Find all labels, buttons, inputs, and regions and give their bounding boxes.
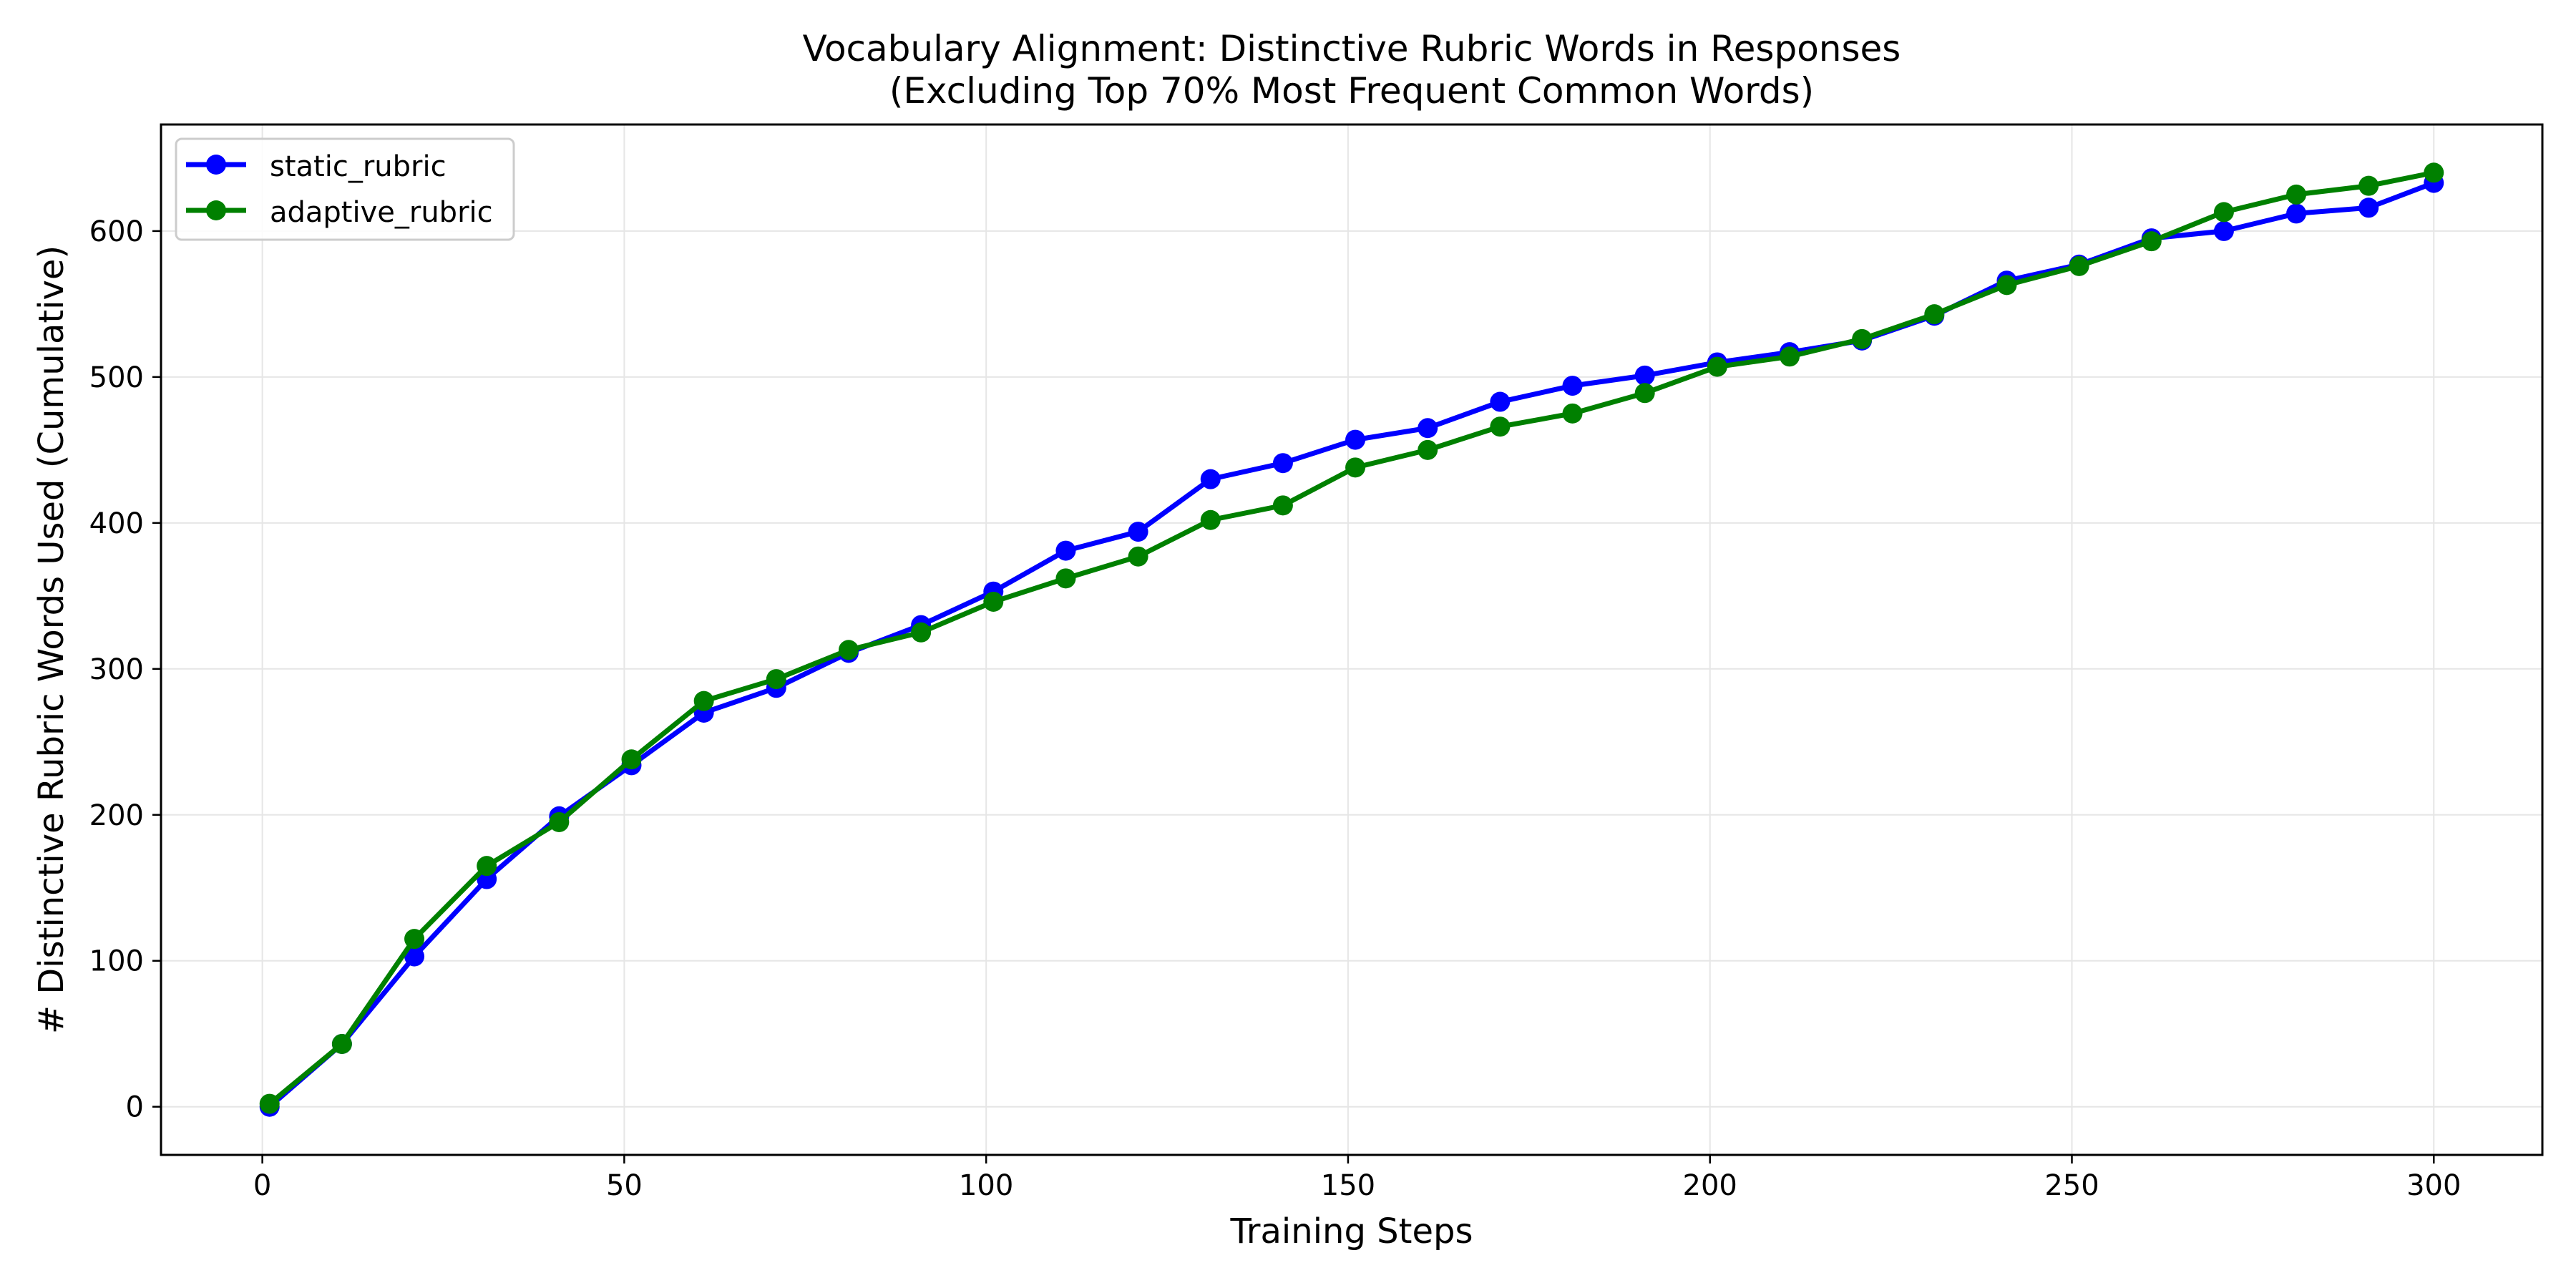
data-point-adaptive-rubric xyxy=(2424,162,2444,183)
y-tick-label: 300 xyxy=(89,653,144,686)
series-adaptive-rubric xyxy=(259,162,2444,1114)
data-point-static-rubric xyxy=(1634,365,1655,386)
data-point-static-rubric xyxy=(1128,522,1148,542)
data-point-adaptive-rubric xyxy=(1562,403,1583,424)
data-point-static-rubric xyxy=(1490,391,1511,412)
y-axis-label: # Distinctive Rubric Words Used (Cumulat… xyxy=(31,245,72,1034)
chart-title: Vocabulary Alignment: Distinctive Rubric… xyxy=(803,28,1901,69)
x-tick-label: 0 xyxy=(253,1169,271,1202)
legend-label-adaptive-rubric: adaptive_rubric xyxy=(270,196,493,229)
legend: static_rubric adaptive_rubric xyxy=(175,137,515,241)
legend-marker-adaptive-rubric xyxy=(206,200,226,220)
x-tick-label: 300 xyxy=(2406,1169,2461,1202)
data-point-adaptive-rubric xyxy=(549,811,570,832)
data-point-static-rubric xyxy=(2358,197,2379,218)
data-point-adaptive-rubric xyxy=(838,640,859,660)
grid-lines xyxy=(161,125,2542,1155)
y-tick-label: 500 xyxy=(89,361,144,394)
data-point-adaptive-rubric xyxy=(2286,184,2307,205)
x-tick-label: 200 xyxy=(1683,1169,1737,1202)
data-point-adaptive-rubric xyxy=(2213,202,2234,223)
x-tick-label: 150 xyxy=(1321,1169,1375,1202)
data-point-adaptive-rubric xyxy=(1996,275,2017,296)
data-point-static-rubric xyxy=(1055,540,1076,561)
data-point-adaptive-rubric xyxy=(331,1033,352,1054)
data-point-adaptive-rubric xyxy=(404,929,425,950)
data-point-adaptive-rubric xyxy=(693,691,714,711)
data-point-adaptive-rubric xyxy=(621,749,642,770)
data-point-adaptive-rubric xyxy=(477,856,497,877)
data-point-adaptive-rubric xyxy=(1924,304,1945,325)
y-tick-label: 200 xyxy=(89,799,144,832)
data-point-adaptive-rubric xyxy=(2141,231,2162,252)
data-point-static-rubric xyxy=(404,946,425,967)
data-point-adaptive-rubric xyxy=(766,669,786,690)
data-point-adaptive-rubric xyxy=(983,591,1004,612)
data-point-adaptive-rubric xyxy=(1128,546,1148,567)
data-point-adaptive-rubric xyxy=(1490,416,1511,437)
data-point-static-rubric xyxy=(1562,376,1583,396)
legend-box xyxy=(175,137,515,241)
y-tick-label: 600 xyxy=(89,215,144,248)
x-tick-label: 50 xyxy=(606,1169,643,1202)
data-point-static-rubric xyxy=(2286,203,2307,224)
data-point-adaptive-rubric xyxy=(1852,328,1873,349)
data-point-adaptive-rubric xyxy=(1200,509,1221,530)
data-point-static-rubric xyxy=(1200,469,1221,489)
data-point-adaptive-rubric xyxy=(911,622,932,643)
data-point-static-rubric xyxy=(2213,220,2234,241)
plot-frame xyxy=(160,123,2544,1156)
y-tick-label: 400 xyxy=(89,507,144,540)
series-layer xyxy=(259,162,2444,1117)
x-axis-label: Training Steps xyxy=(1230,1211,1473,1252)
data-point-adaptive-rubric xyxy=(259,1093,280,1114)
x-tick-label: 100 xyxy=(959,1169,1013,1202)
x-tick-label: 250 xyxy=(2044,1169,2099,1202)
legend-marker-static-rubric xyxy=(206,155,226,175)
data-point-static-rubric xyxy=(1345,429,1366,450)
chart-subtitle: (Excluding Top 70% Most Frequent Common … xyxy=(889,70,1814,112)
data-point-static-rubric xyxy=(1418,418,1438,439)
legend-label-static-rubric: static_rubric xyxy=(270,150,447,183)
y-axis: 0 100 200 300 400 500 600 xyxy=(89,215,161,1124)
data-point-adaptive-rubric xyxy=(1707,356,1727,377)
data-point-adaptive-rubric xyxy=(1345,457,1366,478)
data-point-adaptive-rubric xyxy=(2069,255,2089,276)
y-tick-label: 0 xyxy=(126,1091,144,1124)
data-point-adaptive-rubric xyxy=(1272,495,1293,516)
x-axis: 0 50 100 150 200 250 300 xyxy=(253,1155,2461,1202)
data-point-adaptive-rubric xyxy=(1055,568,1076,589)
data-point-adaptive-rubric xyxy=(2358,175,2379,196)
data-point-adaptive-rubric xyxy=(1779,346,1800,367)
data-point-adaptive-rubric xyxy=(1634,383,1655,404)
data-point-static-rubric xyxy=(1272,453,1293,474)
data-point-adaptive-rubric xyxy=(1418,439,1438,460)
y-tick-label: 100 xyxy=(89,945,144,978)
